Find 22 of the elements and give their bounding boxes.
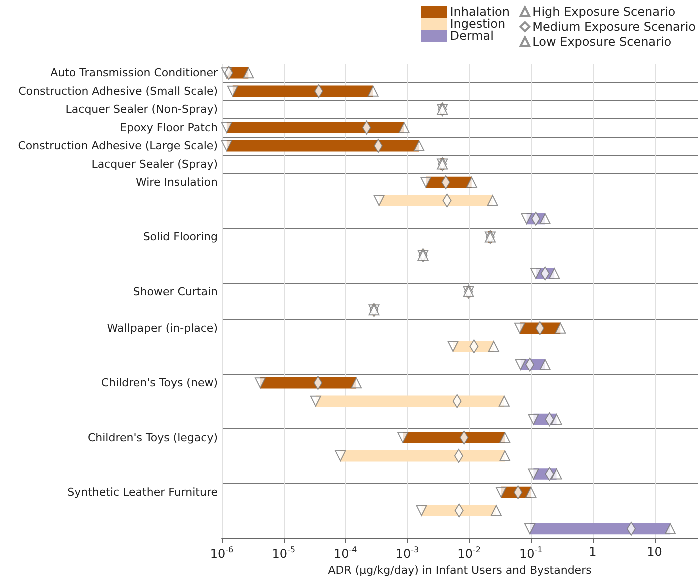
y-tick-label: Wire Insulation: [136, 176, 218, 190]
y-tick-label: Solid Flooring: [143, 230, 218, 244]
x-axis-title: ADR (µg/kg/day) in Infant Users and Bystanders: [328, 564, 592, 577]
y-tick-label: Wallpaper (in-place): [107, 322, 218, 335]
x-tick-label: 10: [647, 545, 662, 560]
y-tick-label: Construction Adhesive (Small Scale): [18, 84, 218, 98]
y-tick-label: Shower Curtain: [133, 285, 218, 298]
y-tick-label: Construction Adhesive (Large Scale): [18, 140, 218, 153]
y-tick-label: Epoxy Floor Patch: [120, 121, 218, 134]
y-tick-label: Synthetic Leather Furniture: [68, 486, 218, 500]
y-tick-label: Children's Toys (new): [101, 376, 218, 390]
y-tick-label: Lacquer Sealer (Non-Spray): [66, 103, 218, 116]
y-tick-label: Auto Transmission Conditioner: [50, 66, 218, 80]
legend-label: Inhalation: [450, 5, 510, 19]
legend-label: Medium Exposure Scenario: [532, 20, 696, 34]
legend-label: Ingestion: [450, 17, 506, 31]
y-tick-label: Children's Toys (legacy): [88, 431, 218, 444]
legend-label: Dermal: [450, 29, 494, 43]
y-tick-label: Lacquer Sealer (Spray): [92, 158, 218, 171]
legend-label: Low Exposure Scenario: [532, 35, 672, 49]
x-tick-label: 1: [589, 545, 597, 560]
legend-label: High Exposure Scenario: [532, 5, 676, 19]
